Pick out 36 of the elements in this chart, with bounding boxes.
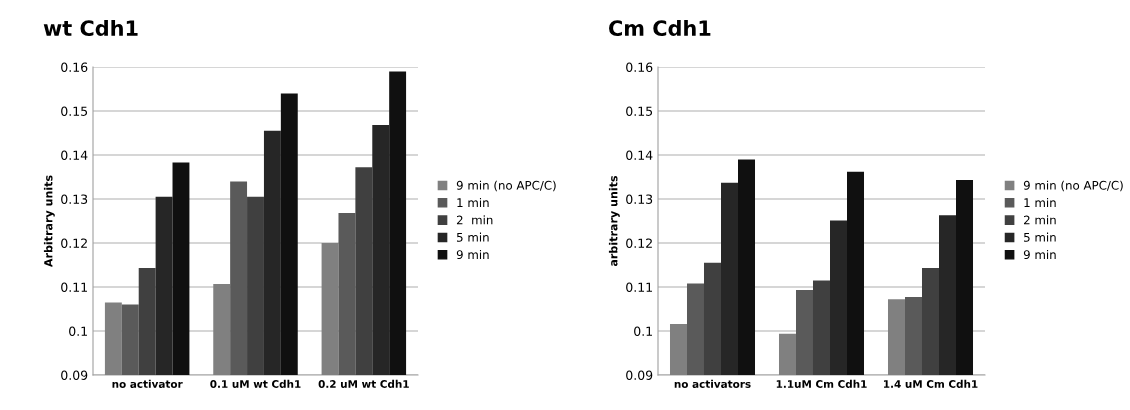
- legend-label: 5 min: [1024, 232, 1056, 242]
- y-tick-label: 0.13: [626, 194, 653, 204]
- legend-label: 5 min: [456, 232, 489, 242]
- y-tick-label: 0.09: [61, 370, 88, 380]
- y-tick-label: 0.12: [61, 238, 87, 248]
- y-tick-label: 0.15: [626, 106, 653, 116]
- x-tick-label: no activators: [674, 379, 751, 388]
- y-tick-label: 0.14: [61, 150, 88, 160]
- x-tick-label: 0.2 uM wt Cdh1: [318, 379, 409, 388]
- y-tick-label: 0.1: [69, 326, 87, 336]
- x-tick-label: 1.4 uM Cm Cdh1: [883, 379, 978, 388]
- y-tick-label: 0.1: [634, 326, 652, 336]
- y-tick-label: 0.12: [626, 238, 652, 248]
- legend-label: 1 min: [1024, 197, 1056, 207]
- x-tick-label: no activator: [112, 379, 183, 388]
- legend-label: 9 min: [1023, 249, 1056, 260]
- y-tick-label: 0.11: [61, 282, 87, 292]
- chart-title: wt Cdh1: [43, 19, 138, 37]
- x-tick-label: 1.1uM Cm Cdh1: [776, 379, 867, 388]
- y-tick-label: 0.11: [626, 282, 652, 292]
- x-tick-label: 0.1 uM wt Cdh1: [210, 379, 301, 388]
- y-axis-title: Arbitrary units: [43, 175, 55, 268]
- legend-label: 9 min (no APC/C): [456, 180, 556, 192]
- y-tick-label: 0.16: [626, 62, 653, 72]
- y-tick-label: 0.09: [626, 370, 653, 380]
- y-tick-label: 0.16: [61, 62, 88, 72]
- y-tick-label: 0.13: [61, 194, 88, 204]
- y-axis-title: arbitrary units: [608, 175, 620, 267]
- y-tick-label: 0.14: [626, 150, 653, 160]
- chart-title: Cm Cdh1: [609, 19, 711, 37]
- legend-label: 1 min: [457, 197, 489, 207]
- legend-label: 2 min: [456, 215, 493, 225]
- legend-label: 9 min (no APC/C): [1023, 180, 1123, 192]
- y-tick-label: 0.15: [61, 106, 88, 116]
- legend-label: 2 min: [1024, 215, 1056, 225]
- legend-label: 9 min: [456, 249, 489, 260]
